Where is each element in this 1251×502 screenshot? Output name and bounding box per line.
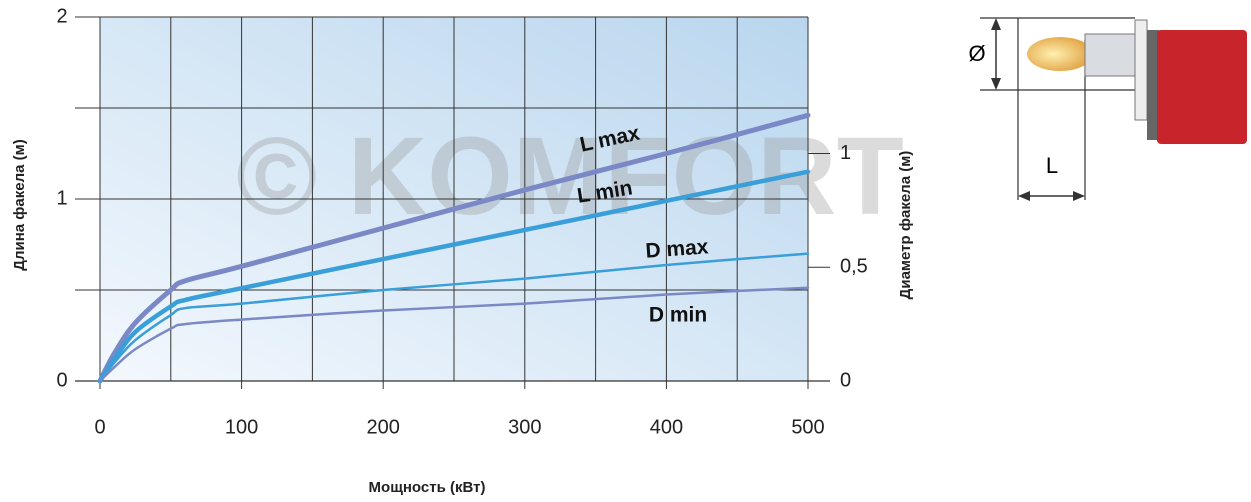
y-axis-label: Длина факела (м) bbox=[11, 139, 28, 270]
y2-tick-label: 0,5 bbox=[840, 256, 868, 278]
y-tick-label: 0 bbox=[56, 369, 67, 391]
x-tick-label: 100 bbox=[225, 416, 258, 438]
y2-tick-label: 1 bbox=[840, 142, 851, 164]
x-tick-label: 500 bbox=[791, 416, 824, 438]
series-line bbox=[97, 112, 811, 384]
y2-axis-label: Диаметр факела (м) bbox=[897, 151, 914, 300]
x-tick-label: 0 bbox=[94, 416, 105, 438]
series-label: D min bbox=[649, 304, 707, 327]
length-label: L bbox=[1046, 153, 1058, 178]
series-line bbox=[98, 286, 810, 383]
y2-tick-label: 0 bbox=[840, 369, 851, 391]
x-axis-label: Мощность (кВт) bbox=[369, 479, 486, 496]
series-line bbox=[97, 169, 811, 384]
series-line bbox=[98, 252, 810, 383]
x-tick-label: 400 bbox=[650, 416, 683, 438]
y-tick-label: 2 bbox=[56, 5, 67, 27]
diameter-label: Ø bbox=[968, 41, 985, 66]
x-tick-label: 300 bbox=[508, 416, 541, 438]
series-label: D max bbox=[645, 235, 710, 262]
y-tick-label: 1 bbox=[56, 187, 67, 209]
x-tick-label: 200 bbox=[367, 416, 400, 438]
burner-diagram: Ø L bbox=[968, 17, 1247, 201]
